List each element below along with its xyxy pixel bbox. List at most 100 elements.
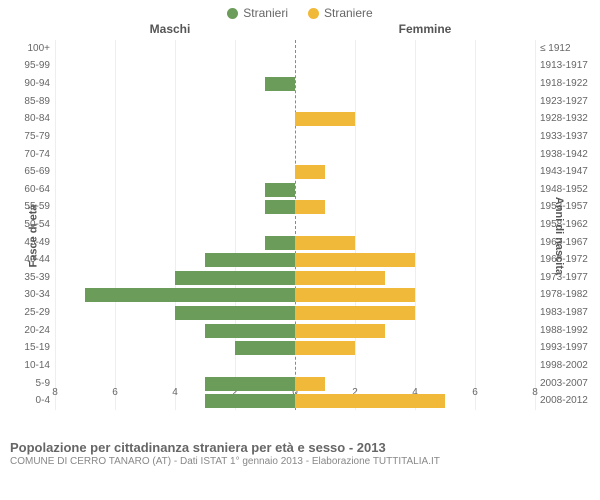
birth-label: 1938-1942 <box>540 149 595 160</box>
age-label: 20-24 <box>10 325 50 336</box>
pyramid-row <box>55 304 535 322</box>
age-label: 85-89 <box>10 96 50 107</box>
birth-label: 1998-2002 <box>540 360 595 371</box>
pyramid-row <box>55 234 535 252</box>
bar-male <box>235 341 295 355</box>
age-label: 55-59 <box>10 201 50 212</box>
bar-male <box>265 200 295 214</box>
birth-label: 1943-1947 <box>540 166 595 177</box>
age-label: 5-9 <box>10 378 50 389</box>
header-male: Maschi <box>0 22 300 36</box>
chart-subtitle: COMUNE DI CERRO TANARO (AT) - Dati ISTAT… <box>10 456 590 467</box>
female-swatch <box>308 8 319 19</box>
birth-label: 1993-1997 <box>540 342 595 353</box>
bar-male <box>175 306 295 320</box>
pyramid-row <box>55 216 535 234</box>
legend-female: Straniere <box>308 6 373 20</box>
birth-label: 1953-1957 <box>540 201 595 212</box>
pyramid-row <box>55 75 535 93</box>
plot-area: 864202468100+≤ 191295-991913-191790-9419… <box>55 40 535 410</box>
birth-label: 1963-1967 <box>540 237 595 248</box>
pyramid-row <box>55 110 535 128</box>
age-label: 70-74 <box>10 149 50 160</box>
header-female: Femmine <box>300 22 600 36</box>
birth-label: 1923-1927 <box>540 96 595 107</box>
pyramid-row <box>55 199 535 217</box>
age-label: 60-64 <box>10 184 50 195</box>
age-label: 90-94 <box>10 78 50 89</box>
column-headers: Maschi Femmine <box>0 22 600 36</box>
pyramid-row <box>55 340 535 358</box>
age-label: 50-54 <box>10 219 50 230</box>
footer: Popolazione per cittadinanza straniera p… <box>0 436 600 467</box>
pyramid-row <box>55 375 535 393</box>
bar-female <box>295 200 325 214</box>
birth-label: 1958-1962 <box>540 219 595 230</box>
birth-label: 1968-1972 <box>540 254 595 265</box>
pyramid-chart: Fasce di età Anni di nascita 86420246810… <box>0 36 600 436</box>
age-label: 65-69 <box>10 166 50 177</box>
bar-female <box>295 341 355 355</box>
pyramid-row <box>55 251 535 269</box>
pyramid-row <box>55 269 535 287</box>
age-label: 95-99 <box>10 60 50 71</box>
birth-label: 1948-1952 <box>540 184 595 195</box>
age-label: 35-39 <box>10 272 50 283</box>
legend-male-label: Stranieri <box>243 6 288 20</box>
bar-male <box>205 324 295 338</box>
birth-label: 2008-2012 <box>540 395 595 406</box>
pyramid-row <box>55 58 535 76</box>
pyramid-row <box>55 40 535 58</box>
pyramid-row <box>55 287 535 305</box>
birth-label: 2003-2007 <box>540 378 595 389</box>
age-label: 100+ <box>10 43 50 54</box>
pyramid-row <box>55 93 535 111</box>
bar-female <box>295 288 415 302</box>
birth-label: 1988-1992 <box>540 325 595 336</box>
gridline <box>535 40 536 410</box>
birth-label: 1973-1977 <box>540 272 595 283</box>
bar-female <box>295 377 325 391</box>
pyramid-row <box>55 357 535 375</box>
legend-male: Stranieri <box>227 6 288 20</box>
bar-female <box>295 306 415 320</box>
bar-male <box>205 253 295 267</box>
age-label: 30-34 <box>10 289 50 300</box>
legend: Stranieri Straniere <box>0 0 600 22</box>
age-label: 25-29 <box>10 307 50 318</box>
pyramid-row <box>55 163 535 181</box>
birth-label: ≤ 1912 <box>540 43 595 54</box>
bar-male <box>205 394 295 408</box>
bar-female <box>295 236 355 250</box>
bar-female <box>295 271 385 285</box>
male-swatch <box>227 8 238 19</box>
bar-male <box>265 236 295 250</box>
bar-female <box>295 253 415 267</box>
pyramid-row <box>55 128 535 146</box>
bar-female <box>295 112 355 126</box>
bar-female <box>295 394 445 408</box>
bar-female <box>295 165 325 179</box>
pyramid-row <box>55 146 535 164</box>
birth-label: 1918-1922 <box>540 78 595 89</box>
age-label: 40-44 <box>10 254 50 265</box>
age-label: 10-14 <box>10 360 50 371</box>
pyramid-row <box>55 392 535 410</box>
pyramid-row <box>55 181 535 199</box>
legend-female-label: Straniere <box>324 6 373 20</box>
birth-label: 1978-1982 <box>540 289 595 300</box>
birth-label: 1913-1917 <box>540 60 595 71</box>
birth-label: 1928-1932 <box>540 113 595 124</box>
bar-male <box>85 288 295 302</box>
bar-male <box>265 77 295 91</box>
bar-male <box>175 271 295 285</box>
chart-title: Popolazione per cittadinanza straniera p… <box>10 440 590 455</box>
birth-label: 1933-1937 <box>540 131 595 142</box>
bar-male <box>265 183 295 197</box>
bar-male <box>205 377 295 391</box>
birth-label: 1983-1987 <box>540 307 595 318</box>
age-label: 80-84 <box>10 113 50 124</box>
age-label: 0-4 <box>10 395 50 406</box>
age-label: 75-79 <box>10 131 50 142</box>
bar-female <box>295 324 385 338</box>
